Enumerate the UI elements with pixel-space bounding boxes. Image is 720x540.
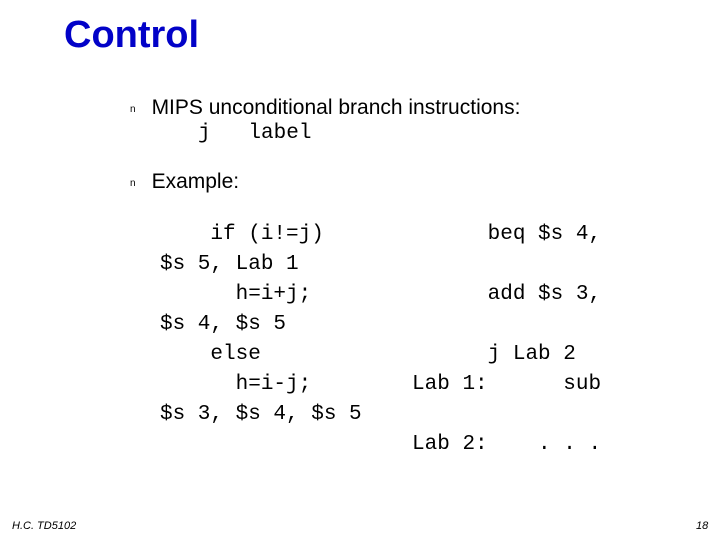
code-j-label: j label [198, 122, 311, 145]
bullet-marker-icon: n [130, 178, 136, 189]
bullet-text: MIPS unconditional branch instructions: [152, 96, 521, 120]
bullet-item-1: n MIPS unconditional branch instructions… [130, 96, 520, 120]
bullet-text: Example: [152, 170, 240, 194]
footer-left: H.C. TD5102 [12, 520, 76, 532]
bullet-item-2: n Example: [130, 170, 239, 194]
bullet-marker-icon: n [130, 104, 136, 115]
slide: Control n MIPS unconditional branch inst… [0, 0, 720, 540]
slide-title: Control [64, 14, 199, 57]
code-example-block: if (i!=j) beq $s 4, $s 5, Lab 1 h=i+j; a… [160, 220, 601, 460]
footer-page-number: 18 [696, 520, 708, 532]
